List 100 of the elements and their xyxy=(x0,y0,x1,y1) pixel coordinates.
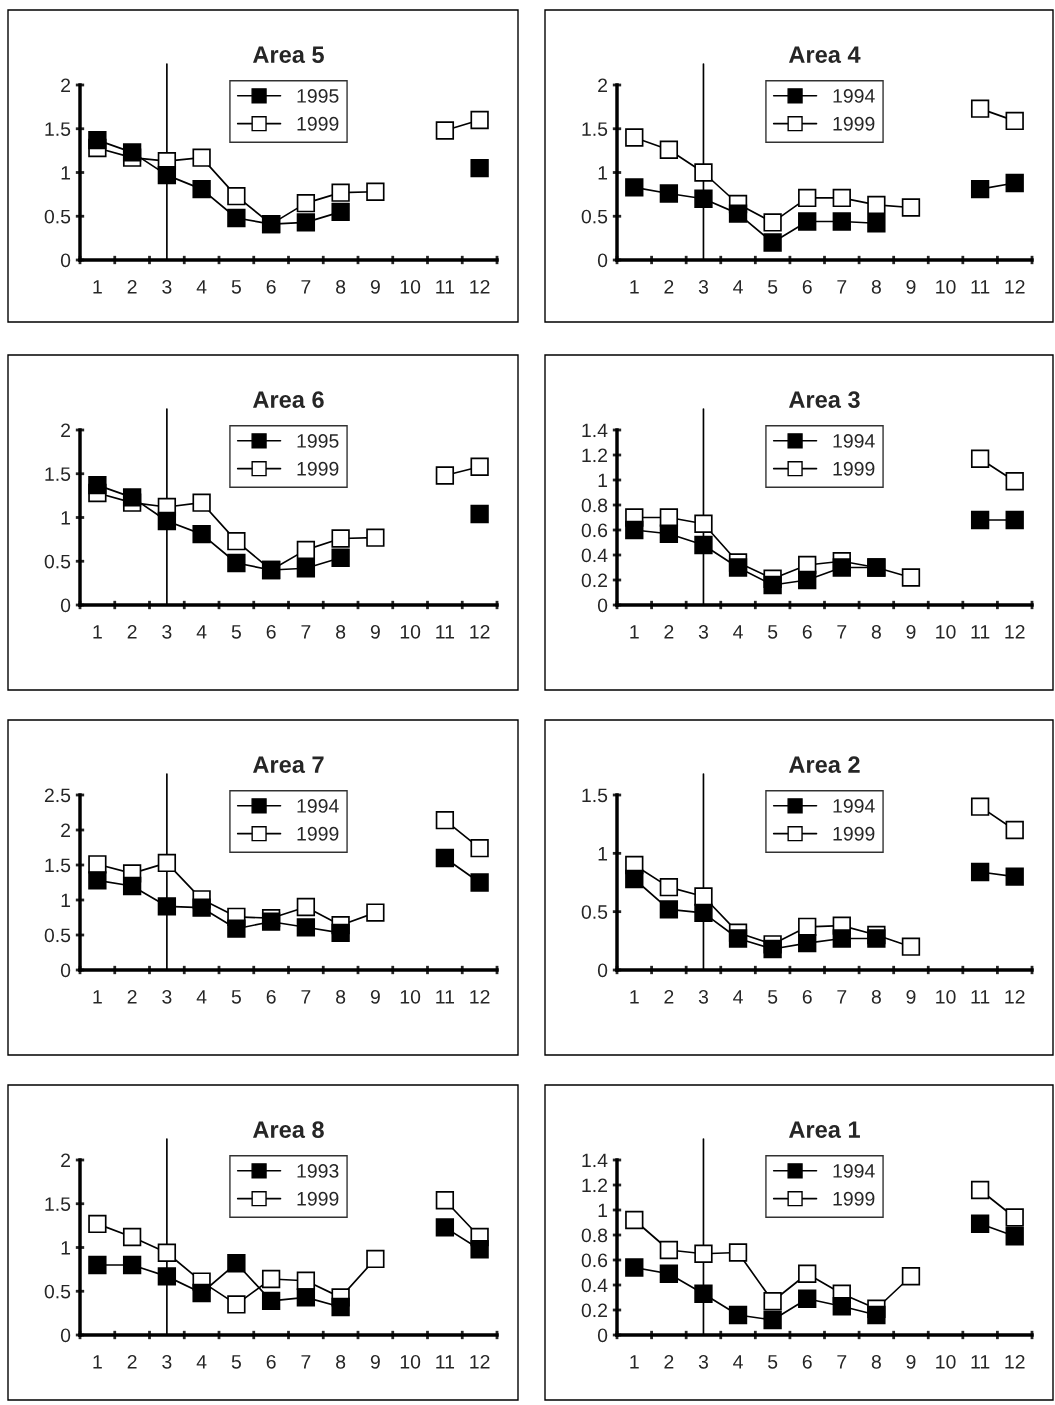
y-tick-label: 1.4 xyxy=(582,1153,608,1168)
y-tick-label: 0.4 xyxy=(581,548,608,563)
point xyxy=(227,531,246,551)
point xyxy=(728,204,748,223)
point xyxy=(157,165,177,185)
point xyxy=(1005,867,1024,886)
x-tick-label: 8 xyxy=(871,279,881,294)
point xyxy=(88,475,107,495)
point xyxy=(331,1297,350,1317)
y-tick-label: 0.5 xyxy=(581,905,608,919)
point xyxy=(435,811,455,830)
point xyxy=(728,1305,748,1325)
x-tick-label: 12 xyxy=(1005,989,1025,1004)
legend-label: 1993 xyxy=(297,1164,339,1178)
point xyxy=(435,1218,455,1237)
x-tick-label: 5 xyxy=(231,625,241,639)
point xyxy=(867,929,886,948)
x-tick-label: 7 xyxy=(837,990,847,1004)
point xyxy=(296,918,316,937)
x-tick-label: 10 xyxy=(400,624,421,639)
point xyxy=(970,1180,990,1200)
x-tick-label: 1 xyxy=(630,280,639,294)
point xyxy=(901,1267,921,1286)
y-tick-label: 1.5 xyxy=(45,122,71,136)
point xyxy=(192,179,211,199)
y-tick-label: 0 xyxy=(597,963,608,978)
point xyxy=(366,903,385,922)
legend-label: 1994 xyxy=(833,434,875,448)
point xyxy=(1005,510,1024,530)
x-tick-label: 12 xyxy=(1005,279,1025,294)
x-tick-label: 5 xyxy=(768,1355,778,1369)
point xyxy=(763,233,782,252)
x-tick-label: 6 xyxy=(802,279,812,294)
legend-label: 1994 xyxy=(833,799,875,813)
x-tick-label: 12 xyxy=(470,624,490,639)
point xyxy=(694,535,713,555)
point xyxy=(625,178,644,197)
x-tick-label: 9 xyxy=(370,989,380,1004)
x-tick-label: 9 xyxy=(906,279,916,294)
x-tick-label: 7 xyxy=(837,625,847,639)
y-tick-label: 0.5 xyxy=(44,209,71,224)
x-tick-label: 2 xyxy=(127,624,137,639)
y-tick-label: 1.2 xyxy=(582,448,607,463)
point xyxy=(867,214,886,233)
x-tick-label: 2 xyxy=(127,279,137,294)
point xyxy=(867,195,886,215)
x-tick-label: 2 xyxy=(664,624,674,639)
point xyxy=(192,1283,211,1303)
x-tick-label: 12 xyxy=(470,1354,490,1369)
point xyxy=(331,183,350,202)
x-tick-label: 11 xyxy=(971,990,990,1004)
x-tick-label: 6 xyxy=(266,989,276,1004)
x-tick-label: 12 xyxy=(1005,624,1025,639)
point xyxy=(227,1254,246,1273)
point xyxy=(694,887,713,906)
x-tick-label: 5 xyxy=(231,1355,241,1369)
point xyxy=(970,1214,990,1233)
point xyxy=(659,140,679,159)
point xyxy=(122,488,142,507)
y-tick-label: 0 xyxy=(60,963,71,978)
y-tick-label: 1.5 xyxy=(45,858,71,873)
x-tick-label: 3 xyxy=(162,279,172,294)
point xyxy=(763,1310,782,1330)
x-tick-label: 10 xyxy=(400,279,421,294)
point xyxy=(435,466,455,485)
y-tick-label: 1 xyxy=(61,166,71,180)
x-tick-label: 10 xyxy=(936,279,956,294)
x-tick-label: 4 xyxy=(196,280,207,294)
point xyxy=(625,869,644,889)
point xyxy=(798,570,817,590)
point xyxy=(832,188,851,208)
legend-label: 1994 xyxy=(297,799,339,813)
point xyxy=(798,1289,817,1308)
x-tick-label: 11 xyxy=(436,280,455,294)
y-tick-label: 1.2 xyxy=(582,1178,607,1193)
y-tick-label: 2 xyxy=(61,1153,70,1168)
point xyxy=(694,189,713,208)
point xyxy=(470,504,489,524)
x-tick-label: 4 xyxy=(733,990,743,1004)
y-tick-label: 1 xyxy=(598,847,608,861)
x-tick-label: 4 xyxy=(196,990,207,1004)
point xyxy=(88,130,107,150)
x-tick-label: 8 xyxy=(871,1354,881,1369)
chart-title: Area 5 xyxy=(252,46,324,64)
point xyxy=(296,1288,316,1307)
point xyxy=(296,897,316,917)
point xyxy=(331,202,350,222)
x-tick-label: 4 xyxy=(196,625,207,639)
legend-label: 1999 xyxy=(833,116,875,131)
y-tick-label: 1 xyxy=(61,511,71,525)
point xyxy=(435,1191,455,1210)
legend-label: 1994 xyxy=(833,1164,875,1178)
x-tick-label: 4 xyxy=(196,1355,207,1369)
x-tick-label: 9 xyxy=(906,624,916,639)
x-tick-label: 6 xyxy=(266,624,276,639)
x-tick-label: 8 xyxy=(336,279,346,294)
y-tick-label: 1.4 xyxy=(582,423,608,438)
point xyxy=(694,163,713,182)
x-tick-label: 2 xyxy=(664,1354,674,1369)
point xyxy=(192,898,211,917)
